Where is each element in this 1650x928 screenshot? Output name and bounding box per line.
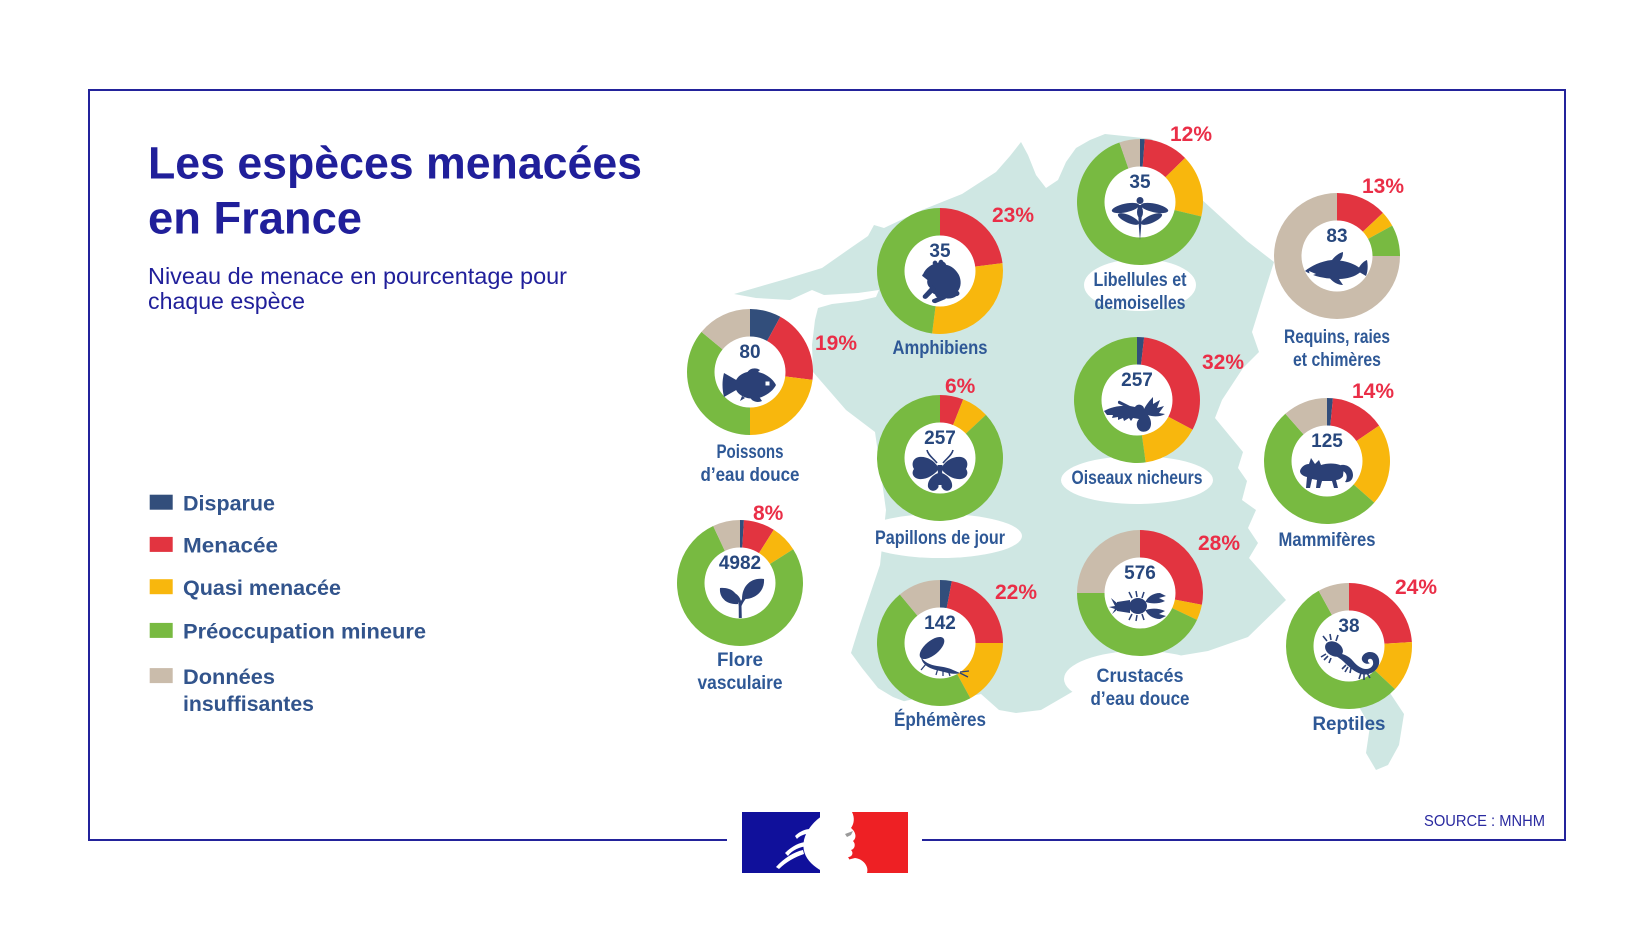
svg-text:4982: 4982	[719, 553, 761, 574]
svg-text:Flore: Flore	[717, 650, 763, 671]
svg-text:24%: 24%	[1395, 576, 1437, 599]
svg-text:Éphémères: Éphémères	[894, 709, 986, 731]
svg-text:6%: 6%	[945, 375, 976, 398]
svg-text:Libellules et: Libellules et	[1094, 270, 1188, 291]
svg-text:80: 80	[739, 342, 760, 363]
svg-text:chaque espèce: chaque espèce	[148, 288, 305, 314]
svg-text:Oiseaux nicheurs: Oiseaux nicheurs	[1072, 468, 1203, 489]
svg-text:14%: 14%	[1352, 380, 1394, 403]
svg-text:28%: 28%	[1198, 532, 1240, 555]
svg-text:32%: 32%	[1202, 351, 1244, 374]
svg-text:Données: Données	[183, 666, 275, 689]
svg-text:125: 125	[1311, 431, 1343, 452]
svg-text:35: 35	[1129, 172, 1151, 193]
svg-text:d’eau douce: d’eau douce	[1091, 689, 1190, 710]
svg-text:Requins, raies: Requins, raies	[1284, 327, 1390, 348]
svg-text:insuffisantes: insuffisantes	[183, 693, 314, 716]
svg-text:vasculaire: vasculaire	[698, 673, 783, 694]
svg-text:142: 142	[924, 613, 956, 634]
svg-text:13%: 13%	[1362, 175, 1404, 198]
svg-text:22%: 22%	[995, 581, 1037, 604]
svg-text:d’eau douce: d’eau douce	[701, 465, 800, 486]
svg-text:12%: 12%	[1170, 123, 1212, 146]
svg-text:Les espèces menacées: Les espèces menacées	[148, 137, 642, 188]
svg-text:Crustacés: Crustacés	[1097, 666, 1184, 687]
svg-text:Mammifères: Mammifères	[1279, 530, 1376, 551]
svg-text:83: 83	[1326, 226, 1347, 247]
svg-text:Disparue: Disparue	[183, 493, 275, 516]
svg-text:Menacée: Menacée	[183, 535, 278, 558]
svg-text:35: 35	[929, 241, 951, 262]
svg-text:23%: 23%	[992, 204, 1034, 227]
svg-text:Niveau de menace en pourcentag: Niveau de menace en pourcentage pour	[148, 263, 567, 289]
svg-text:257: 257	[1121, 370, 1153, 391]
svg-text:19%: 19%	[815, 332, 857, 355]
svg-text:et chimères: et chimères	[1293, 350, 1381, 371]
svg-text:Poissons: Poissons	[717, 442, 784, 463]
svg-text:576: 576	[1124, 563, 1156, 584]
svg-text:SOURCE : MNHM: SOURCE : MNHM	[1424, 813, 1545, 830]
svg-text:Papillons de jour: Papillons de jour	[875, 528, 1006, 549]
svg-text:38: 38	[1338, 616, 1359, 637]
svg-text:Reptiles: Reptiles	[1313, 714, 1386, 735]
svg-text:Quasi menacée: Quasi menacée	[183, 577, 341, 600]
svg-text:Préoccupation mineure: Préoccupation mineure	[183, 621, 426, 644]
svg-text:257: 257	[924, 428, 956, 449]
svg-text:demoiselles: demoiselles	[1095, 293, 1186, 314]
svg-text:en France: en France	[148, 192, 362, 243]
svg-text:8%: 8%	[753, 502, 784, 525]
svg-text:Amphibiens: Amphibiens	[893, 338, 988, 359]
